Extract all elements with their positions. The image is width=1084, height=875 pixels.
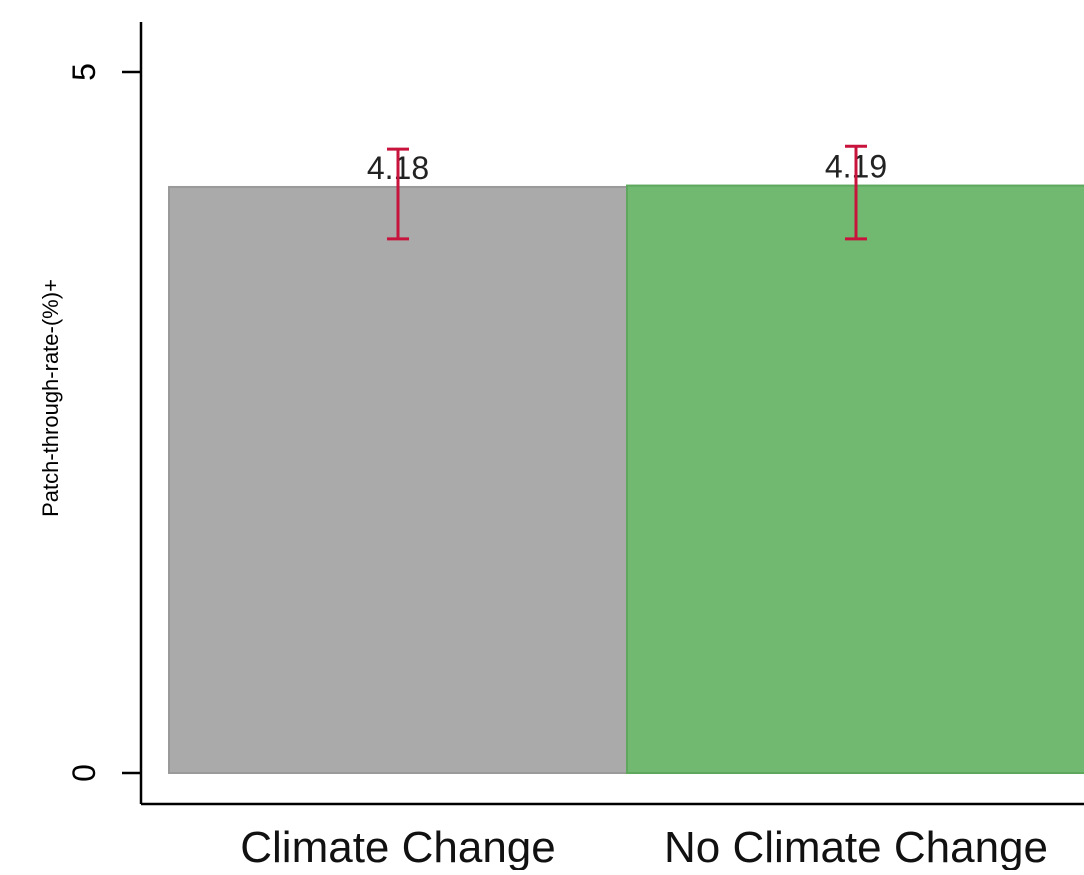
x-tick-label: No Climate Change [664,823,1048,870]
y-axis-label: Patch‑through‑rate‑(%)+ [38,279,63,517]
error-bar [845,144,867,241]
x-tick-labels: Climate Change No Climate Change [240,823,1048,872]
bar [168,185,628,775]
plot-area: 4.18 4.19 [168,144,1084,775]
y-tick-label: 0 [66,764,102,782]
x-tick-label: Climate Change [240,823,556,870]
y-ticks: 05 [66,63,141,782]
bar [626,184,1084,774]
y-tick-label: 5 [66,63,102,81]
error-bar [387,147,409,241]
